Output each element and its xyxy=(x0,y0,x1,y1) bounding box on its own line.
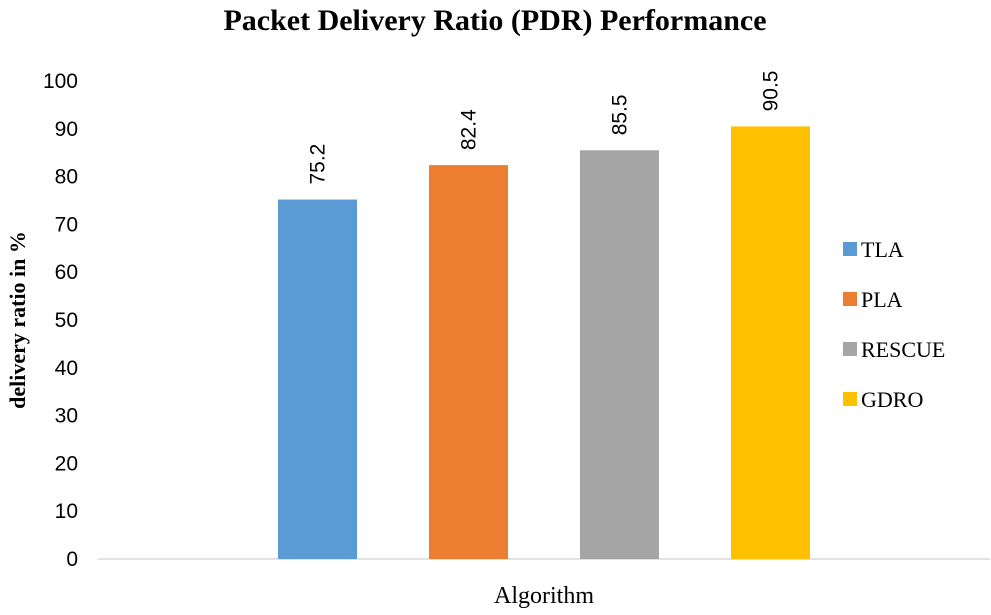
legend-label-pla: PLA xyxy=(861,287,903,312)
y-tick-label: 20 xyxy=(55,452,78,475)
y-tick-label: 60 xyxy=(55,261,78,284)
data-label-rescue: 85.5 xyxy=(609,94,632,135)
data-label-tla: 75.2 xyxy=(307,144,330,185)
x-axis-label: Algorithm xyxy=(494,583,594,609)
bar-gdro xyxy=(731,126,810,559)
legend-swatch-pla xyxy=(843,292,857,306)
legend-swatch-tla xyxy=(843,242,857,256)
data-labels: 75.2 82.4 85.5 90.5 xyxy=(307,71,783,185)
y-tick-label: 50 xyxy=(55,309,78,332)
bars xyxy=(278,126,810,560)
legend-swatch-gdro xyxy=(843,392,857,406)
y-tick-label: 10 xyxy=(55,500,78,523)
y-axis-ticks: 0 10 20 30 40 50 60 70 80 90 100 xyxy=(43,70,78,571)
bar-rescue xyxy=(580,150,659,559)
bar-pla xyxy=(429,165,508,560)
legend-label-tla: TLA xyxy=(861,237,904,262)
y-tick-label: 80 xyxy=(55,166,78,189)
data-label-gdro: 90.5 xyxy=(760,71,783,112)
y-tick-label: 100 xyxy=(43,70,78,93)
y-axis-label: delivery ratio in % xyxy=(5,231,30,409)
y-tick-label: 0 xyxy=(66,548,78,571)
legend: TLA PLA RESCUE GDRO xyxy=(843,237,945,412)
y-tick-label: 30 xyxy=(55,405,78,428)
legend-label-gdro: GDRO xyxy=(861,387,923,412)
y-tick-label: 40 xyxy=(55,357,78,380)
y-tick-label: 90 xyxy=(55,118,78,141)
legend-swatch-rescue xyxy=(843,342,857,356)
chart-title: Packet Delivery Ratio (PDR) Performance xyxy=(223,4,766,37)
data-label-pla: 82.4 xyxy=(458,109,481,150)
bar-tla xyxy=(278,199,357,559)
legend-label-rescue: RESCUE xyxy=(861,337,945,362)
y-tick-label: 70 xyxy=(55,213,78,236)
